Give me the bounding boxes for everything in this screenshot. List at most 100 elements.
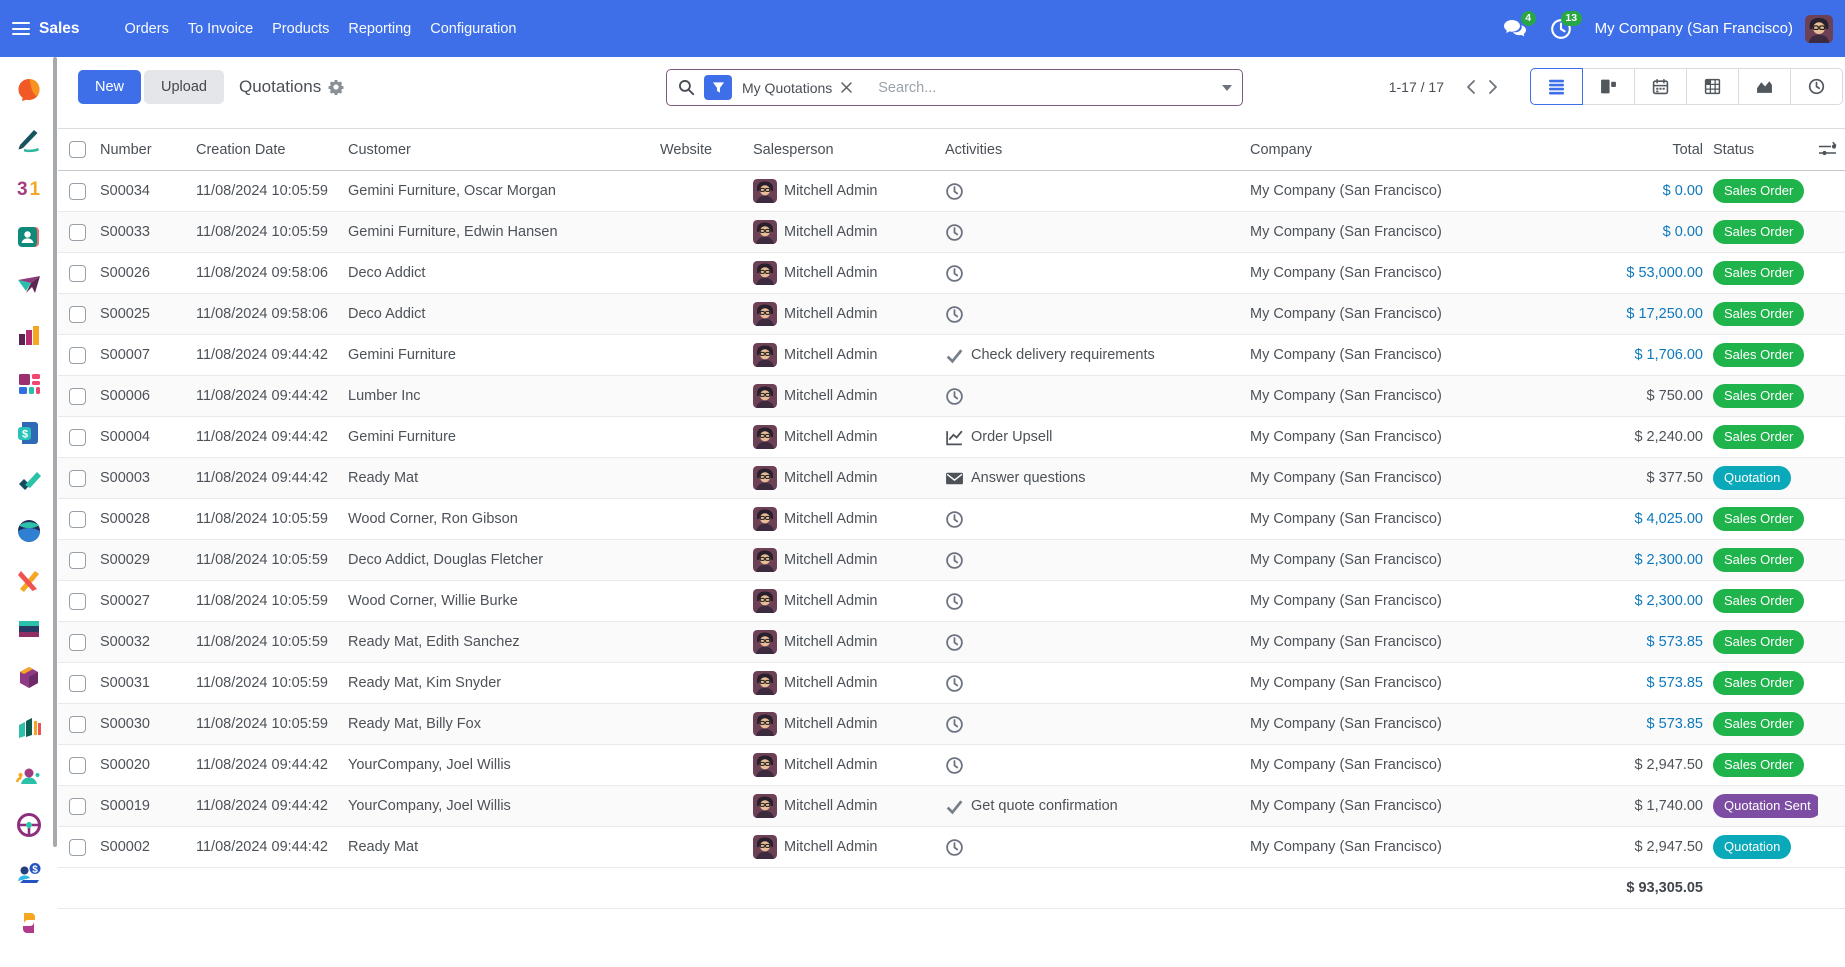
customer-cell[interactable]: Deco Addict [348, 253, 660, 294]
row-checkbox[interactable] [69, 264, 86, 282]
activities-cell[interactable]: Get quote confirmation [945, 786, 1250, 827]
activities-cell[interactable] [945, 171, 1250, 212]
customer-cell[interactable]: Lumber Inc [348, 376, 660, 417]
company-cell[interactable]: My Company (San Francisco) [1250, 212, 1553, 253]
company-cell[interactable]: My Company (San Francisco) [1250, 253, 1553, 294]
company-cell[interactable]: My Company (San Francisco) [1250, 827, 1553, 868]
creation-date-cell[interactable]: 11/08/2024 09:58:06 [196, 294, 348, 335]
elearning-app-icon[interactable] [15, 615, 43, 643]
row-checkbox[interactable] [69, 223, 86, 241]
creation-date-cell[interactable]: 11/08/2024 09:44:42 [196, 745, 348, 786]
table-row[interactable]: S00027 11/08/2024 10:05:59 Wood Corner, Wi… [58, 581, 1845, 622]
total-cell[interactable]: $ 573.85 [1553, 663, 1703, 704]
total-cell[interactable]: $ 377.50 [1553, 458, 1703, 499]
customer-cell[interactable]: Ready Mat, Kim Snyder [348, 663, 660, 704]
salesperson-cell[interactable]: Mitchell Admin [753, 499, 945, 540]
website-cell[interactable] [660, 212, 753, 253]
total-cell[interactable]: $ 1,706.00 [1553, 335, 1703, 376]
row-select-cell[interactable] [58, 253, 100, 294]
row-spacer-cell[interactable] [1818, 417, 1845, 458]
row-checkbox[interactable] [69, 469, 86, 487]
salesperson-cell[interactable]: Mitchell Admin [753, 540, 945, 581]
status-cell[interactable]: Quotation [1703, 827, 1818, 868]
website-cell[interactable] [660, 581, 753, 622]
activities-cell[interactable]: Order Upsell [945, 417, 1250, 458]
company-cell[interactable]: My Company (San Francisco) [1250, 786, 1553, 827]
list-view-button[interactable] [1530, 68, 1583, 105]
website-cell[interactable] [660, 745, 753, 786]
upload-button[interactable]: Upload [144, 70, 224, 104]
number-cell[interactable]: S00027 [100, 581, 196, 622]
total-cell[interactable]: $ 2,947.50 [1553, 745, 1703, 786]
total-cell[interactable]: $ 2,947.50 [1553, 827, 1703, 868]
row-select-cell[interactable] [58, 458, 100, 499]
table-row[interactable]: S00006 11/08/2024 09:44:42 Lumber Inc Mitch… [58, 375, 1845, 417]
website-cell[interactable] [660, 704, 753, 745]
status-cell[interactable]: Sales Order [1703, 622, 1818, 663]
pager-previous-icon[interactable] [1460, 75, 1482, 99]
app-name[interactable]: Sales [39, 19, 80, 37]
creation-date-cell[interactable]: 11/08/2024 09:44:42 [196, 417, 348, 458]
row-spacer-cell[interactable] [1818, 745, 1845, 786]
activities-cell[interactable] [945, 294, 1250, 335]
row-checkbox[interactable] [69, 838, 86, 856]
activities-cell[interactable] [945, 253, 1250, 294]
row-select-cell[interactable] [58, 417, 100, 458]
customer-cell[interactable]: Wood Corner, Ron Gibson [348, 499, 660, 540]
crm-app-icon[interactable] [15, 272, 43, 300]
row-checkbox[interactable] [69, 674, 86, 692]
creation-date-cell[interactable]: 11/08/2024 10:05:59 [196, 212, 348, 253]
activities-cell[interactable] [945, 540, 1250, 581]
salesperson-cell[interactable]: Mitchell Admin [753, 376, 945, 417]
salesperson-cell[interactable]: Mitchell Admin [753, 745, 945, 786]
row-checkbox[interactable] [69, 797, 86, 815]
row-spacer-cell[interactable] [1818, 499, 1845, 540]
salesperson-cell[interactable]: Mitchell Admin [753, 171, 945, 212]
column-header-customer[interactable]: Customer [348, 128, 660, 171]
table-row[interactable]: S00019 11/08/2024 09:44:42 YourCompany, Jo… [58, 785, 1845, 827]
row-select-cell[interactable] [58, 212, 100, 253]
row-checkbox[interactable] [69, 182, 86, 200]
activities-cell[interactable] [945, 376, 1250, 417]
activities-cell[interactable] [945, 745, 1250, 786]
status-cell[interactable]: Sales Order [1703, 212, 1818, 253]
creation-date-cell[interactable]: 11/08/2024 10:05:59 [196, 663, 348, 704]
status-cell[interactable]: Sales Order [1703, 376, 1818, 417]
customer-cell[interactable]: Ready Mat [348, 827, 660, 868]
number-cell[interactable]: S00031 [100, 663, 196, 704]
row-spacer-cell[interactable] [1818, 171, 1845, 212]
creation-date-cell[interactable]: 11/08/2024 09:44:42 [196, 458, 348, 499]
creation-date-cell[interactable]: 11/08/2024 09:44:42 [196, 827, 348, 868]
number-cell[interactable]: S00003 [100, 458, 196, 499]
menu-orders[interactable]: Orders [124, 20, 169, 37]
row-spacer-cell[interactable] [1818, 827, 1845, 868]
table-row[interactable]: S00034 11/08/2024 10:05:59 Gemini Furnitur… [58, 171, 1845, 212]
calendar-view-button[interactable] [1634, 68, 1687, 105]
status-cell[interactable]: Sales Order [1703, 704, 1818, 745]
company-cell[interactable]: My Company (San Francisco) [1250, 376, 1553, 417]
row-spacer-cell[interactable] [1818, 581, 1845, 622]
salesperson-cell[interactable]: Mitchell Admin [753, 827, 945, 868]
row-select-cell[interactable] [58, 704, 100, 745]
total-cell[interactable]: $ 53,000.00 [1553, 253, 1703, 294]
website-cell[interactable] [660, 335, 753, 376]
activities-cell[interactable] [945, 212, 1250, 253]
sales-app-icon[interactable] [15, 321, 43, 349]
creation-date-cell[interactable]: 11/08/2024 09:44:42 [196, 335, 348, 376]
employees-app-icon[interactable] [15, 762, 43, 790]
user-avatar[interactable] [1805, 14, 1833, 43]
activities-clock-icon[interactable]: 13 [1549, 10, 1582, 40]
total-cell[interactable]: $ 0.00 [1553, 212, 1703, 253]
row-checkbox[interactable] [69, 510, 86, 528]
company-cell[interactable]: My Company (San Francisco) [1250, 458, 1553, 499]
customer-cell[interactable]: Ready Mat [348, 458, 660, 499]
total-cell[interactable]: $ 2,240.00 [1553, 417, 1703, 458]
customer-cell[interactable]: YourCompany, Joel Willis [348, 745, 660, 786]
column-header-creation-date[interactable]: Creation Date [196, 128, 348, 171]
row-select-cell[interactable] [58, 663, 100, 704]
website-cell[interactable] [660, 499, 753, 540]
creation-date-cell[interactable]: 11/08/2024 09:58:06 [196, 253, 348, 294]
status-cell[interactable]: Sales Order [1703, 253, 1818, 294]
discuss-app-icon[interactable] [15, 76, 43, 104]
payroll-app-icon[interactable]: $ [15, 860, 43, 888]
